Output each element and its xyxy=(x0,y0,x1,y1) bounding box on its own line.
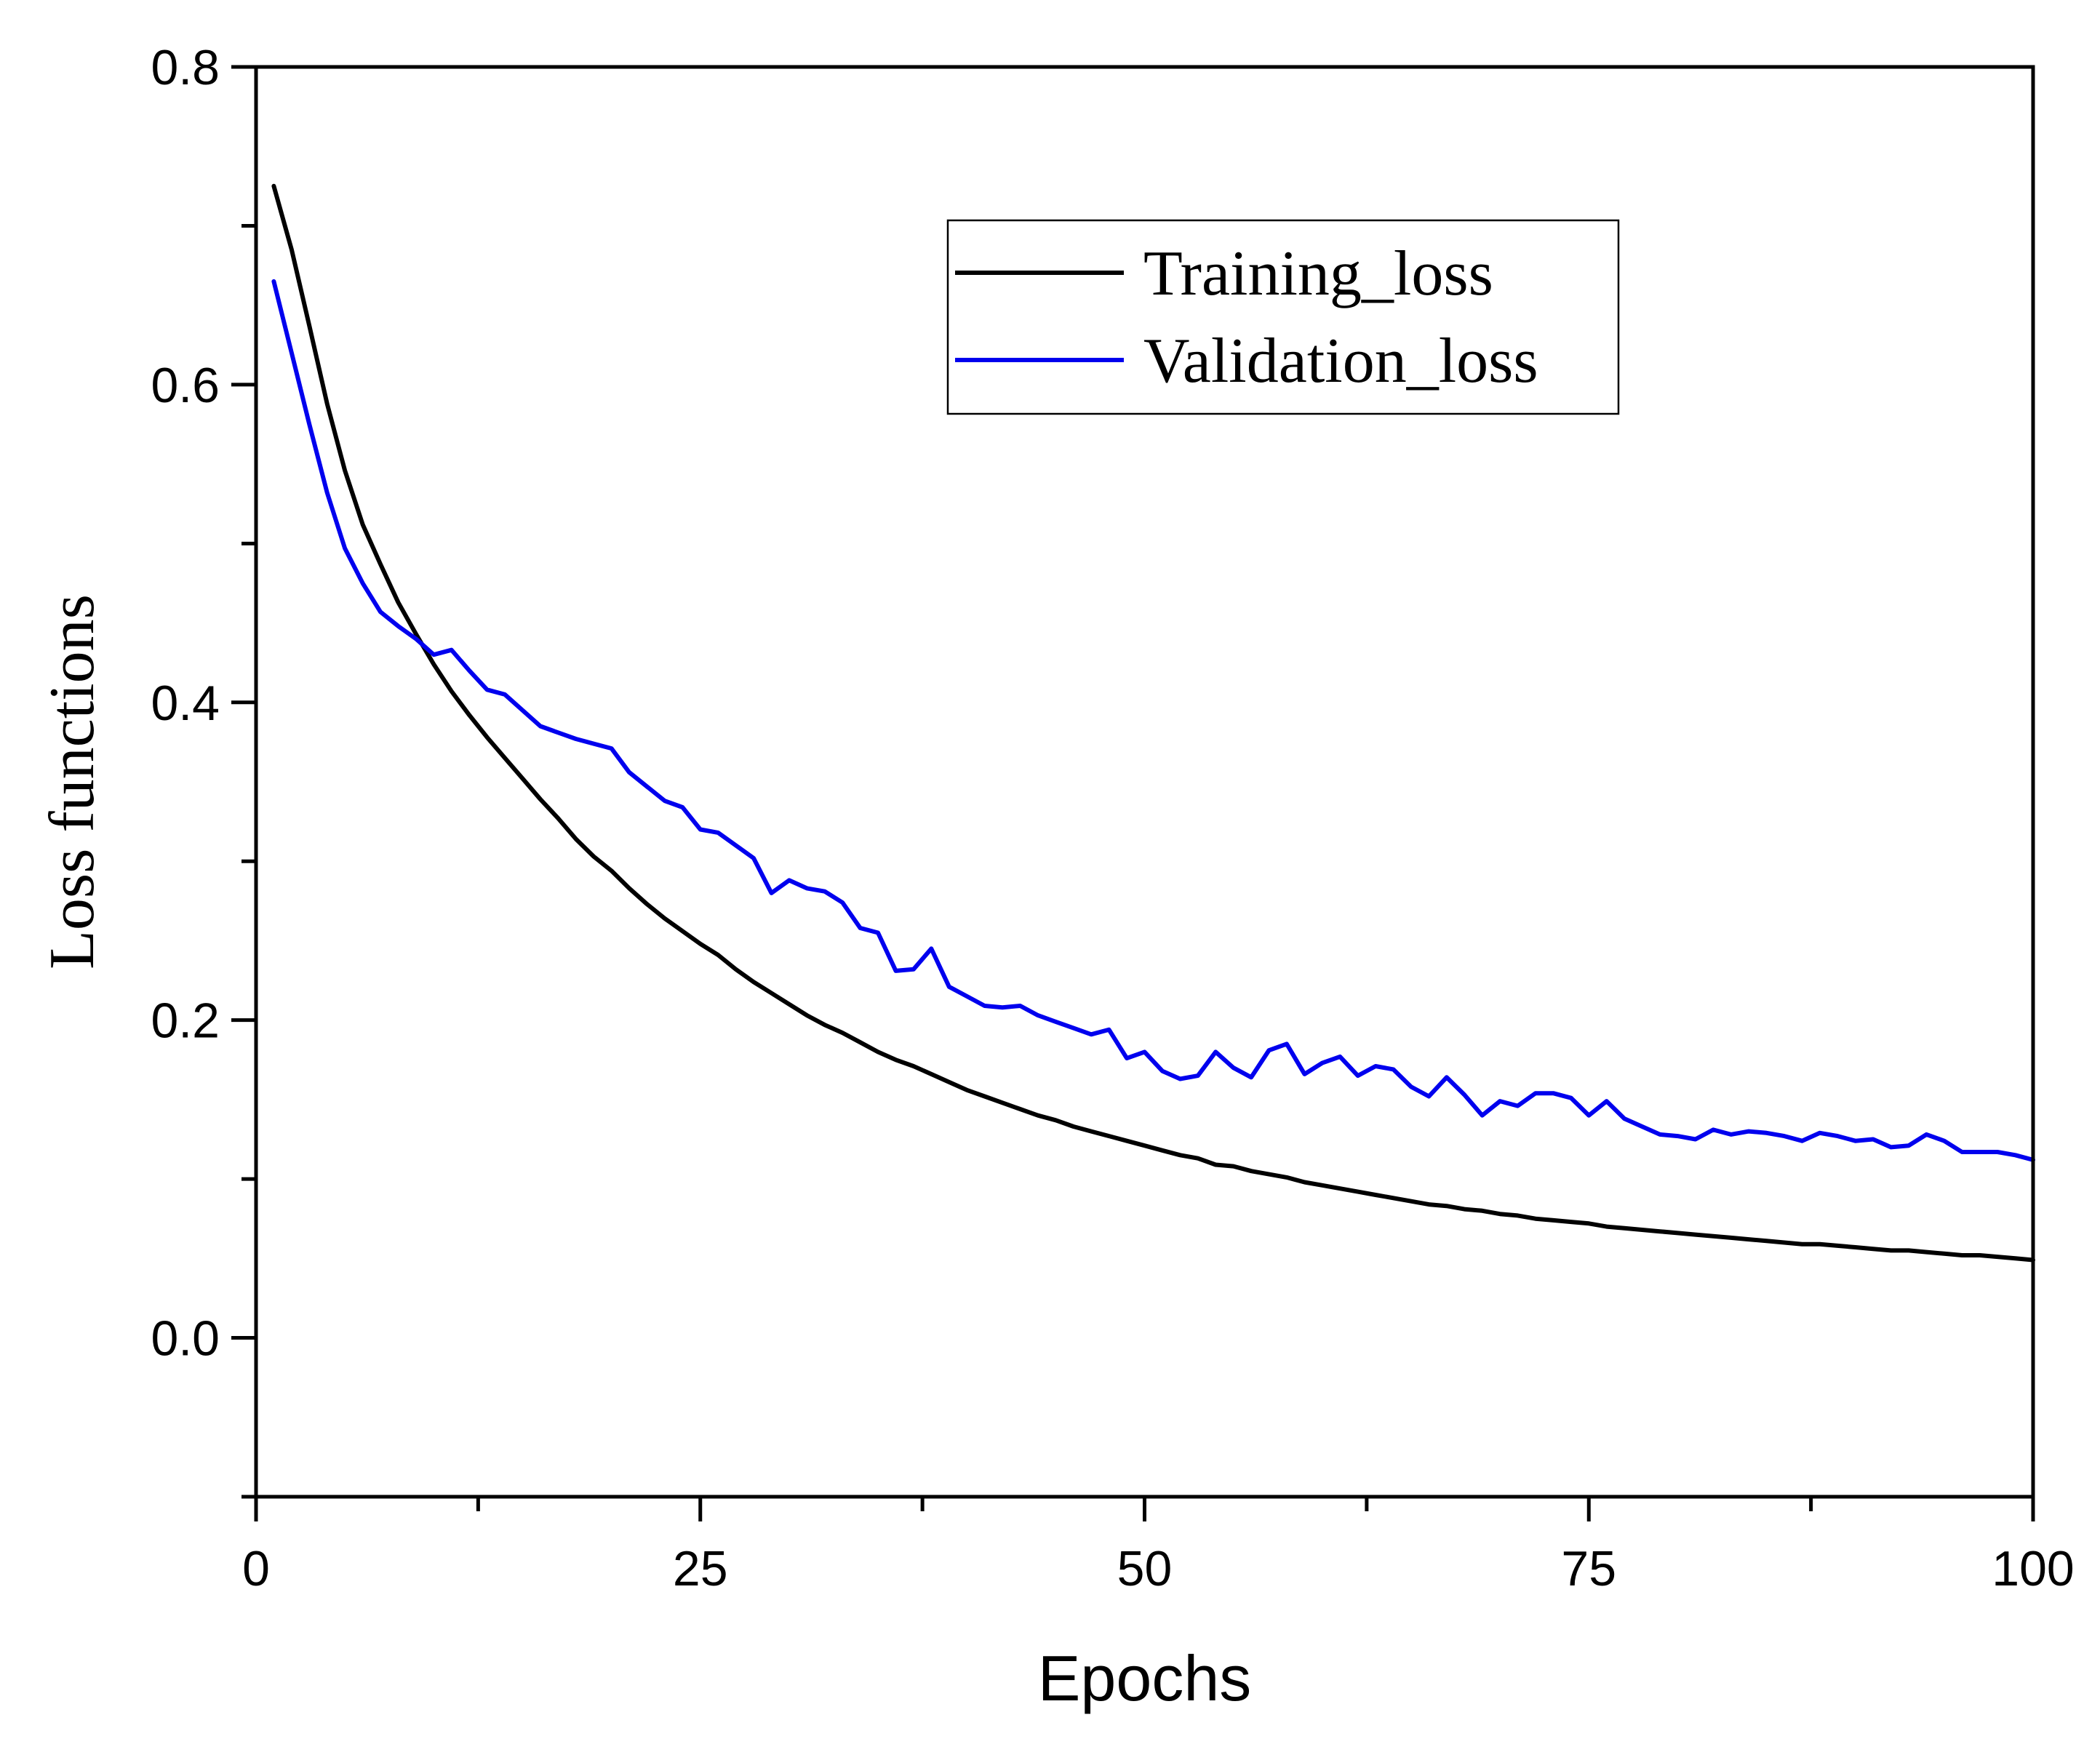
y-tick-label: 0.2 xyxy=(151,993,220,1049)
series-line-validation-loss xyxy=(271,279,2035,1162)
x-axis-title: Epochs xyxy=(1038,1642,1252,1714)
y-tick-label: 0.6 xyxy=(151,358,220,413)
axis-tick-labels: 0 25 50 75 100 0.0 0.2 0.4 0.6 0.8 xyxy=(151,40,2074,1596)
y-tick-label: 0.0 xyxy=(151,1311,220,1367)
legend-label-validation-loss: Validation_loss xyxy=(1143,326,1538,396)
x-tick-label: 0 xyxy=(242,1541,270,1596)
legend: Training_loss Validation_loss xyxy=(946,219,1620,415)
x-tick-label: 50 xyxy=(1117,1541,1173,1596)
x-tick-label: 75 xyxy=(1561,1541,1616,1596)
legend-box xyxy=(946,219,1620,415)
y-axis-title: Loss functions xyxy=(37,594,108,969)
x-tick-label: 100 xyxy=(1992,1541,2074,1596)
legend-label-training-loss: Training_loss xyxy=(1143,239,1493,309)
series-layer xyxy=(271,183,2035,1263)
y-tick-label: 0.8 xyxy=(151,40,220,95)
series-line-training-loss xyxy=(271,183,2035,1263)
axis-ticks xyxy=(231,65,2035,1521)
x-tick-label: 25 xyxy=(673,1541,728,1596)
y-tick-label: 0.4 xyxy=(151,676,220,731)
